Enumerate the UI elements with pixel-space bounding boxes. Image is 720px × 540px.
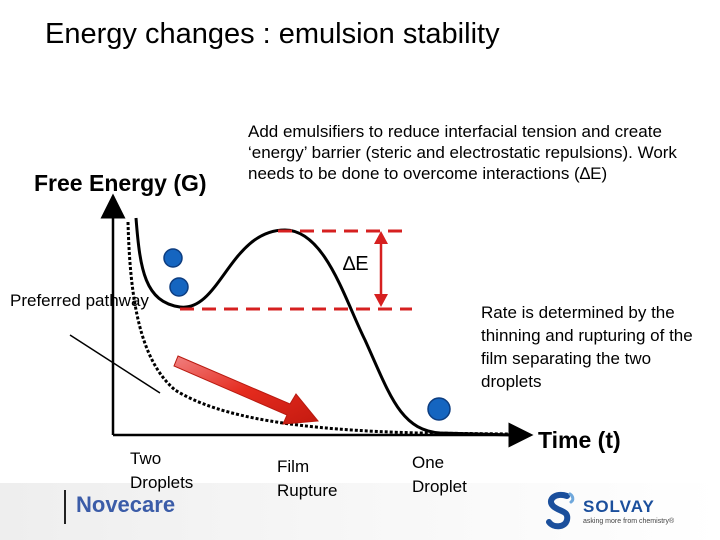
preferred-pathway-curve bbox=[126, 221, 511, 436]
preferred-pathway-label: Preferred pathway bbox=[10, 291, 149, 310]
page-title: Energy changes : emulsion stability bbox=[45, 18, 500, 50]
solvay-wordmark: SOLVAY bbox=[583, 497, 655, 516]
description-text: Add emulsifiers to reduce interfacial te… bbox=[248, 122, 677, 183]
stage-one-droplet-label: One Droplet bbox=[412, 453, 467, 496]
solvay-tagline: asking more from chemistry® bbox=[583, 518, 675, 525]
stage-two-droplets-label: Two Droplets bbox=[130, 449, 194, 492]
stage-two-droplets: Two Droplets bbox=[130, 447, 220, 495]
delta-e-label: ∆E bbox=[343, 253, 369, 275]
rate-note: Rate is determined by the thinning and r… bbox=[481, 303, 693, 391]
footer-band bbox=[0, 483, 720, 540]
droplet-merged bbox=[427, 397, 451, 421]
droplet-lower bbox=[169, 277, 189, 297]
stage-film-rupture: Film Rupture bbox=[277, 455, 367, 503]
solvay-logo-icon bbox=[546, 492, 575, 530]
stage-film-rupture-label: Film Rupture bbox=[277, 457, 338, 500]
delta-e-arrowhead-up bbox=[374, 231, 388, 244]
energy-barrier-curve bbox=[134, 217, 516, 437]
novecare-logo: Novecare bbox=[76, 492, 176, 517]
novecare-divider bbox=[64, 490, 66, 524]
droplet-upper bbox=[163, 248, 183, 268]
y-axis-label: Free Energy (G) bbox=[34, 170, 207, 196]
x-axis-label: Time (t) bbox=[538, 427, 621, 453]
preferred-pathway-pointer bbox=[69, 334, 161, 394]
fast-path-arrow bbox=[173, 355, 319, 425]
delta-e-arrowhead-down bbox=[374, 294, 388, 307]
stage-one-droplet: One Droplet bbox=[412, 451, 492, 499]
